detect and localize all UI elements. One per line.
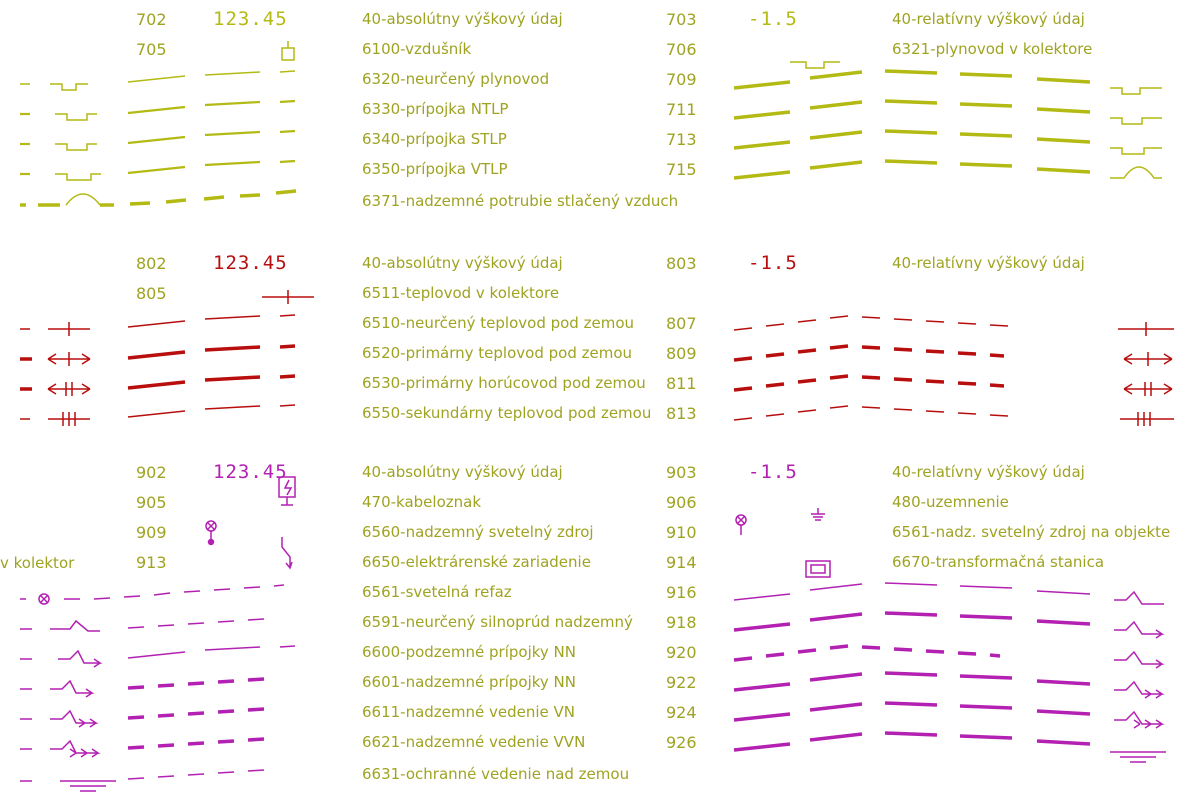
air-tank-icon bbox=[281, 47, 295, 61]
air-pipe-arc-icon bbox=[65, 193, 101, 206]
gas-right-label: 6321-plynovod v kolektore bbox=[892, 40, 1092, 58]
lightning-arrow-icon bbox=[281, 537, 293, 570]
gas-vtlp-right-icon bbox=[1110, 147, 1162, 155]
gas-legend-label: 6330-prípojka NTLP bbox=[362, 100, 508, 118]
hot-water-icon bbox=[47, 382, 91, 396]
grounding-icon bbox=[811, 508, 825, 521]
power-legend-label: 6560-nadzemný svetelný zdroj bbox=[362, 523, 594, 541]
gas-code-702: 702 bbox=[136, 10, 167, 29]
gas-legend-code: 703 bbox=[666, 10, 697, 29]
heat-legend-code: 807 bbox=[666, 314, 697, 333]
power-section: 902 905 909 913 v kolektor 123.45 -1.5 4… bbox=[0, 461, 1170, 783]
power-code-902: 902 bbox=[136, 463, 167, 482]
power-right-label: 6670-transformačná stanica bbox=[892, 553, 1104, 571]
hv-line-icon bbox=[50, 619, 100, 632]
power-legend-code: 924 bbox=[666, 703, 697, 722]
vn-icon bbox=[50, 709, 99, 728]
power-legend-code: 914 bbox=[666, 553, 697, 572]
gas-legend-label: 6100-vzdušník bbox=[362, 40, 471, 58]
secondary-heat-icon bbox=[48, 412, 90, 426]
power-legend-code: 918 bbox=[666, 613, 697, 632]
power-legend-label: 6631-ochranné vedenie nad zemou bbox=[362, 765, 629, 783]
gas-legend-code: 709 bbox=[666, 70, 697, 89]
gas-legend-label: 6340-prípojka STLP bbox=[362, 130, 507, 148]
power-rel-value: -1.5 bbox=[748, 461, 798, 483]
gas-collector-icon bbox=[790, 61, 840, 69]
gas-legend-code: 715 bbox=[666, 160, 697, 179]
gas-rel-value: -1.5 bbox=[748, 8, 798, 30]
gas-arc-right-icon bbox=[1110, 166, 1162, 179]
power-legend-label: 40-absolútny výškový údaj bbox=[362, 463, 563, 481]
gas-abs-value: 123.45 bbox=[213, 8, 288, 30]
heat-code-802: 802 bbox=[136, 254, 167, 273]
gas-ntlp-right-icon bbox=[1110, 87, 1162, 95]
power-legend-code: 922 bbox=[666, 673, 697, 692]
power-legend-code: 926 bbox=[666, 733, 697, 752]
power-legend-label: 470-kabeloznak bbox=[362, 493, 481, 511]
power-legend-label: 6611-nadzemné vedenie VN bbox=[362, 703, 575, 721]
heat-legend-label: 6530-primárny horúcovod pod zemou bbox=[362, 374, 646, 392]
power-legend-code: 916 bbox=[666, 583, 697, 602]
heat-line-samples bbox=[20, 290, 1174, 426]
gas-stlp-right-icon bbox=[1110, 117, 1162, 125]
heat-legend-label: 6511-teplovod v kolektore bbox=[362, 284, 559, 302]
power-legend-label: 6600-podzemné prípojky NN bbox=[362, 643, 576, 661]
power-right-label: 6561-nadz. svetelný zdroj na objekte bbox=[892, 523, 1170, 541]
gas-legend-code: 711 bbox=[666, 100, 697, 119]
nn-overhead-icon bbox=[50, 679, 95, 698]
gas-ntlp-icon bbox=[55, 113, 97, 121]
heat-section: 802 805 123.45 -1.5 40-absolútny výškový… bbox=[136, 252, 1085, 423]
power-legend-code: 920 bbox=[666, 643, 697, 662]
heat-legend-label: 40-absolútny výškový údaj bbox=[362, 254, 563, 272]
gas-legend-label: 6371-nadzemné potrubie stlačený vzduch bbox=[362, 192, 678, 210]
vvn-icon bbox=[50, 739, 101, 758]
gas-right-label: 40-relatívny výškový údaj bbox=[892, 10, 1085, 28]
gas-legend-code: 713 bbox=[666, 130, 697, 149]
power-legend-code: 903 bbox=[666, 463, 697, 482]
gas-vtlp-icon bbox=[55, 173, 101, 181]
gas-line-samples bbox=[20, 41, 1162, 207]
heat-legend-label: 6520-primárny teplovod pod zemou bbox=[362, 344, 632, 362]
nn-underground-icon bbox=[58, 649, 103, 668]
protective-ground-icon bbox=[60, 780, 116, 792]
power-legend-label: 6601-nadzemné prípojky NN bbox=[362, 673, 576, 691]
heat-legend-code: 813 bbox=[666, 404, 697, 423]
heat-legend-label: 6510-neurčený teplovod pod zemou bbox=[362, 314, 634, 332]
heat-legend-code: 811 bbox=[666, 374, 697, 393]
heat-code-805: 805 bbox=[136, 284, 167, 303]
heat-legend-code: 803 bbox=[666, 254, 697, 273]
power-legend-code: 906 bbox=[666, 493, 697, 512]
gas-legend-label: 6320-neurčený plynovod bbox=[362, 70, 549, 88]
heat-right-label: 40-relatívny výškový údaj bbox=[892, 254, 1085, 272]
power-right-label: 40-relatívny výškový údaj bbox=[892, 463, 1085, 481]
heat-abs-value: 123.45 bbox=[213, 252, 288, 274]
lightning-icon bbox=[283, 479, 293, 496]
power-code-913: 913 bbox=[136, 553, 167, 572]
power-legend-label: 6591-neurčený silnoprúd nadzemný bbox=[362, 613, 633, 631]
gas-legend-code: 706 bbox=[666, 40, 697, 59]
gas-pipe-icon bbox=[50, 83, 88, 91]
power-right-label: 480-uzemnenie bbox=[892, 493, 1009, 511]
gas-legend-label: 40-absolútny výškový údaj bbox=[362, 10, 563, 28]
collector-fragment: v kolektor bbox=[0, 554, 75, 572]
primary-heat-icon bbox=[47, 352, 91, 366]
power-legend-label: 6650-elektrárenské zariadenie bbox=[362, 553, 591, 571]
gas-code-705: 705 bbox=[136, 40, 167, 59]
transformer-icon bbox=[805, 560, 831, 578]
heat-legend-code: 809 bbox=[666, 344, 697, 363]
gas-legend-label: 6350-prípojka VTLP bbox=[362, 160, 508, 178]
power-line-samples bbox=[20, 476, 1166, 792]
gas-stlp-icon bbox=[55, 143, 97, 151]
power-legend-label: 6561-svetelná refaz bbox=[362, 583, 512, 601]
heat-legend-label: 6550-sekundárny teplovod pod zemou bbox=[362, 404, 651, 422]
power-code-905: 905 bbox=[136, 493, 167, 512]
power-legend-code: 910 bbox=[666, 523, 697, 542]
gas-section: 702 705 123.45 -1.5 40-absolútny výškový… bbox=[136, 8, 1092, 210]
power-abs-value: 123.45 bbox=[213, 461, 288, 483]
heat-rel-value: -1.5 bbox=[748, 252, 798, 274]
power-code-909: 909 bbox=[136, 523, 167, 542]
power-legend-label: 6621-nadzemné vedenie VVN bbox=[362, 733, 585, 751]
